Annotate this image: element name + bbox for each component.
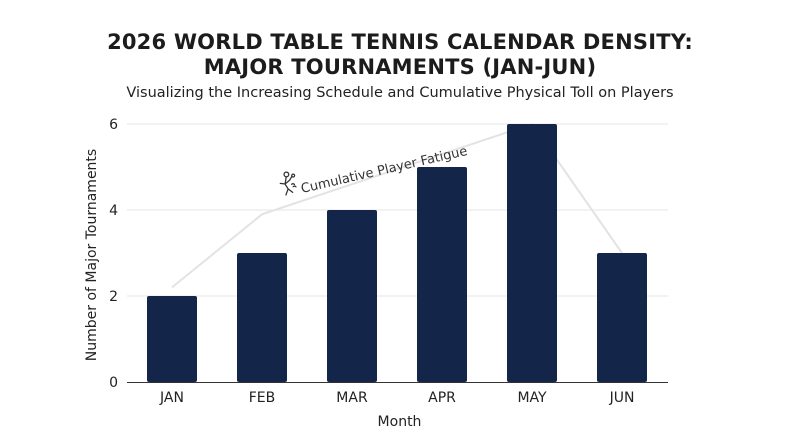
y-axis-label: Number of Major Tournaments xyxy=(84,149,100,361)
bar-may xyxy=(507,124,557,382)
tired-player-icon xyxy=(279,171,297,196)
x-tick-labels: JAN FEB MAR APR MAY JUN xyxy=(159,390,634,406)
x-tick-label: APR xyxy=(428,390,456,406)
y-tick-label: 6 xyxy=(109,117,118,133)
chart-subtitle: Visualizing the Increasing Schedule and … xyxy=(126,85,674,101)
y-tick-label: 4 xyxy=(109,203,118,219)
bar-feb xyxy=(237,253,287,382)
x-tick-label: MAR xyxy=(336,390,368,406)
bar-jan xyxy=(147,296,197,382)
chart-title-line1: 2026 WORLD TABLE TENNIS CALENDAR DENSITY… xyxy=(107,30,693,54)
x-axis-label: Month xyxy=(378,414,422,430)
y-tick-labels: 0 2 4 6 xyxy=(109,117,118,391)
y-tick-label: 0 xyxy=(109,375,118,391)
x-tick-label: JUN xyxy=(609,390,635,406)
bars xyxy=(147,124,647,382)
bar-jun xyxy=(597,253,647,382)
x-tick-label: FEB xyxy=(249,390,276,406)
bar-apr xyxy=(417,167,467,382)
x-tick-label: MAY xyxy=(517,390,547,406)
bar-mar xyxy=(327,210,377,382)
chart-title-line2: MAJOR TOURNAMENTS (JAN-JUN) xyxy=(203,55,597,79)
y-tick-label: 2 xyxy=(109,289,118,305)
gridlines xyxy=(127,123,668,297)
x-tick-label: JAN xyxy=(159,390,184,406)
